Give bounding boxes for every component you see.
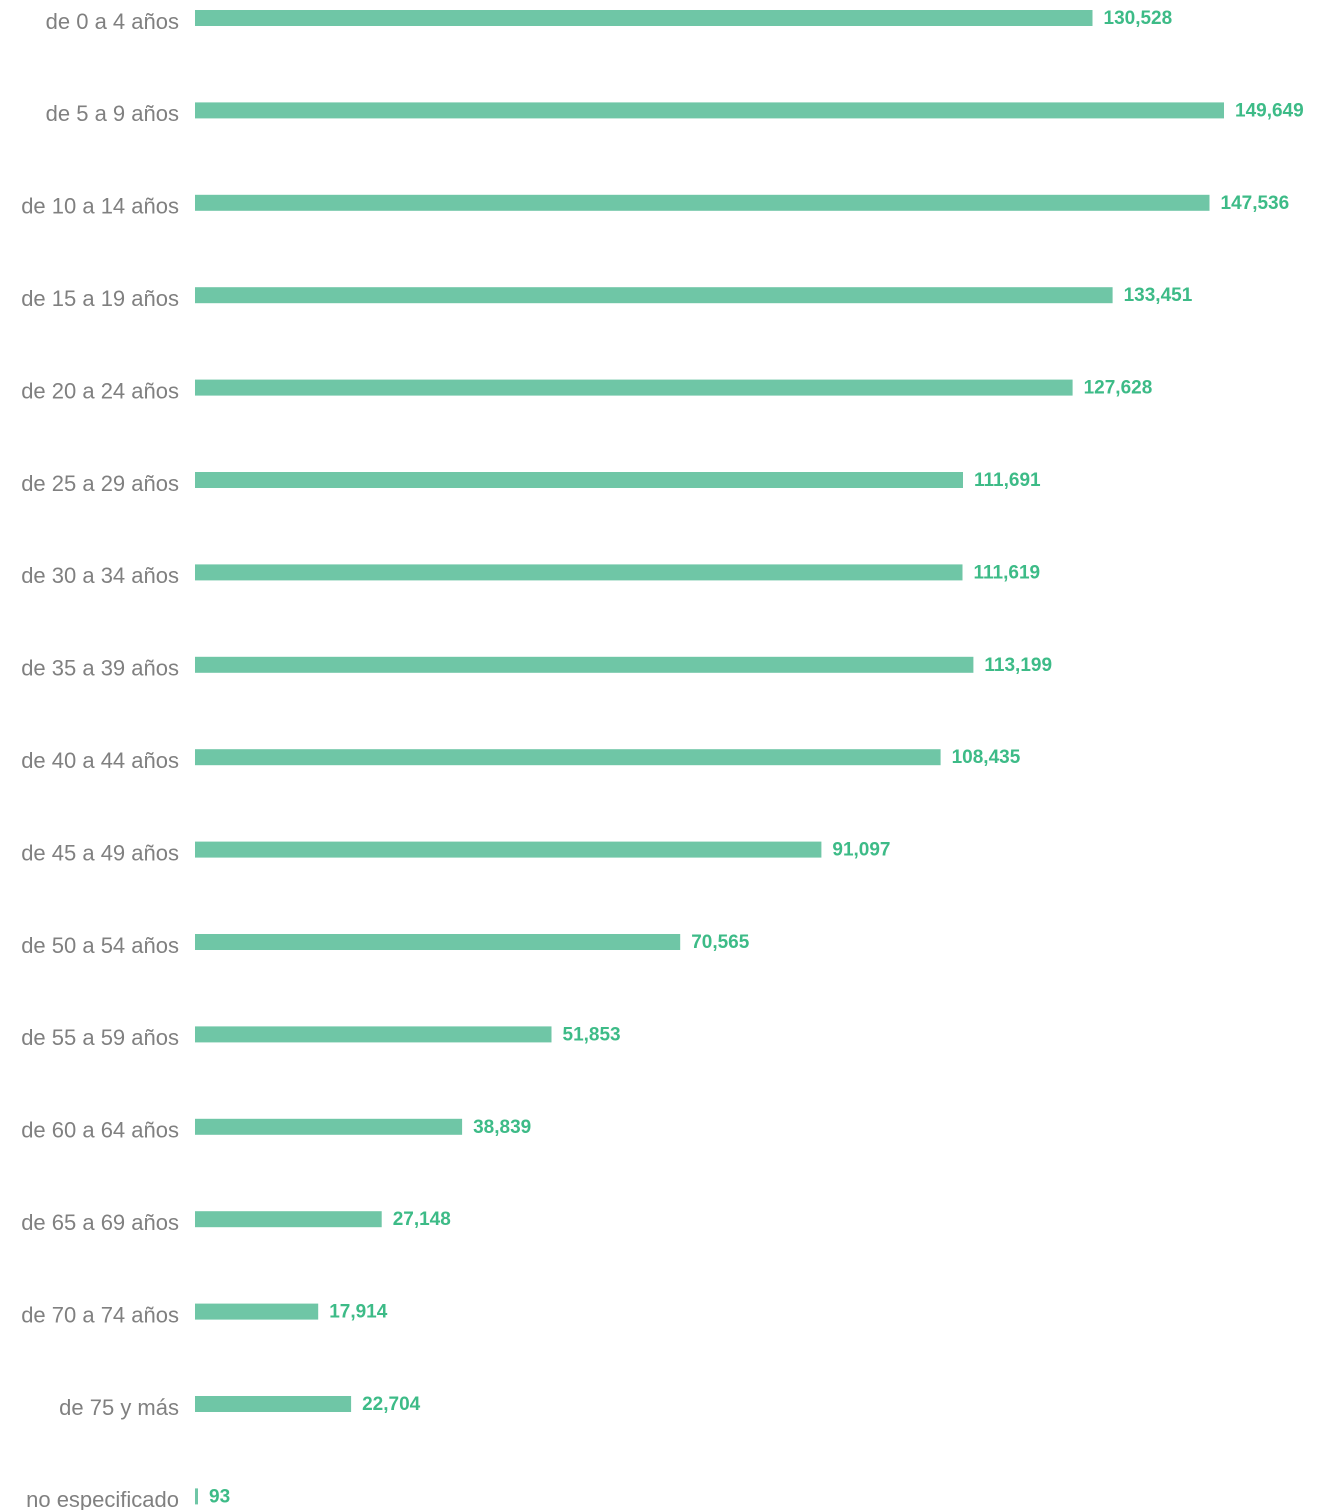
category-label: de 15 a 19 años: [21, 286, 179, 311]
bar: [195, 472, 963, 488]
category-labels: de 0 a 4 años de 5 a 9 años de 10 a 14 año…: [21, 9, 179, 1510]
value-label: 17,914: [329, 1302, 388, 1323]
category-label: de 10 a 14 años: [21, 194, 179, 219]
category-label: de 50 a 54 años: [21, 933, 179, 958]
category-label: de 55 a 59 años: [21, 1025, 179, 1050]
category-label: de 30 a 34 años: [21, 563, 179, 588]
category-label: no especificado: [26, 1487, 179, 1510]
value-label: 111,619: [974, 562, 1041, 583]
value-label: 38,839: [473, 1117, 531, 1138]
category-label: de 45 a 49 años: [21, 840, 179, 865]
category-label: de 70 a 74 años: [21, 1302, 179, 1327]
bar: [195, 10, 1093, 26]
value-label: 111,691: [974, 470, 1041, 491]
category-label: de 5 a 9 años: [46, 101, 179, 126]
bars: [195, 10, 1224, 1505]
bar: [195, 102, 1224, 119]
value-label: 22,704: [362, 1394, 421, 1415]
category-label: de 65 a 69 años: [21, 1210, 179, 1235]
bar: [195, 1118, 463, 1135]
bar: [195, 1211, 382, 1228]
value-label: 130,528: [1104, 8, 1173, 29]
category-label: de 60 a 64 años: [21, 1118, 179, 1143]
category-label: de 25 a 29 años: [21, 471, 179, 496]
bar: [195, 1303, 319, 1320]
bar: [195, 841, 822, 858]
bar: [195, 749, 941, 766]
value-label: 27,148: [393, 1209, 451, 1230]
value-label: 147,536: [1221, 193, 1290, 214]
bar: [195, 379, 1073, 396]
value-label: 133,451: [1124, 285, 1193, 306]
value-label: 113,199: [984, 655, 1052, 676]
category-label: de 75 y más: [59, 1395, 179, 1420]
bar: [195, 656, 974, 673]
category-label: de 20 a 24 años: [21, 378, 179, 403]
bar: [195, 287, 1113, 304]
value-label: 127,628: [1084, 378, 1153, 399]
bar: [195, 934, 681, 950]
value-label: 108,435: [952, 747, 1021, 768]
value-label: 91,097: [832, 840, 890, 861]
category-label: de 0 a 4 años: [46, 9, 179, 34]
bar: [195, 1026, 552, 1043]
category-label: de 40 a 44 años: [21, 748, 179, 773]
bar: [195, 194, 1210, 211]
value-label: 51,853: [563, 1024, 621, 1045]
bar: [195, 1396, 352, 1412]
value-labels: 130,528 149,649 147,536 133,451 127,628 111,6…: [209, 8, 1304, 1507]
bar: [195, 1488, 198, 1505]
bar: [195, 564, 963, 581]
value-label: 93: [209, 1486, 230, 1507]
value-label: 149,649: [1235, 100, 1304, 121]
category-label: de 35 a 39 años: [21, 656, 179, 681]
value-label: 70,565: [691, 932, 750, 953]
